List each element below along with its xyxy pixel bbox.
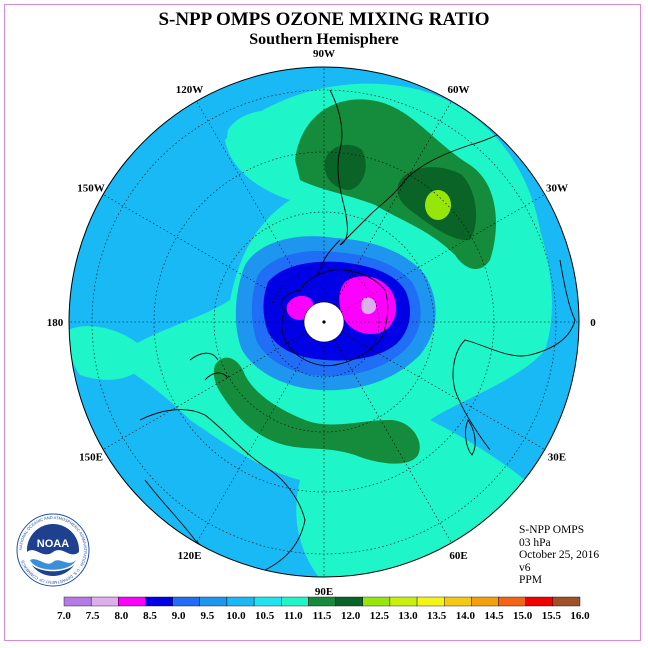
meridian-line: [341, 331, 545, 450]
legend-tick-label: 14.5: [484, 610, 504, 622]
legend-swatch: [199, 596, 228, 607]
logo-text: NOAA: [37, 538, 69, 550]
meridian-line: [341, 194, 545, 313]
info-level: 03 hPa: [519, 536, 551, 549]
meridian-line: [333, 101, 452, 305]
legend-swatch: [172, 596, 200, 607]
longitude-label: 150E: [79, 452, 103, 464]
ozone-field: [69, 67, 579, 577]
legend-swatch: [253, 596, 282, 607]
antarctica-coast: [280, 269, 389, 367]
longitude-label: 120E: [178, 550, 202, 562]
legend-swatch: [145, 596, 173, 607]
band-12-12-5: [425, 190, 451, 220]
chart-title: S-NPP OMPS OZONE MIXING RATIO: [158, 9, 490, 30]
legend-swatch: [362, 596, 391, 607]
meridian-lines: [69, 67, 579, 577]
meridian-line: [196, 101, 315, 305]
legend-swatch: [281, 596, 309, 607]
longitude-label: 90W: [313, 48, 335, 60]
map-boundary: [68, 66, 580, 578]
legend-tick-label: 13.0: [398, 610, 418, 622]
band-11-11-5-south: [213, 357, 420, 464]
info-version: v6: [519, 561, 531, 574]
meridian-line: [333, 339, 452, 543]
latitude-circle-60s: [213, 211, 435, 433]
legend-tick-label: 12.5: [370, 610, 390, 622]
meridian-line: [196, 339, 315, 543]
legend-swatch: [308, 596, 336, 607]
south-america-coast: [329, 89, 521, 246]
legend-tick-label: 10.5: [255, 610, 275, 622]
legend-tick-label: 8.5: [143, 610, 157, 622]
legend-swatch: [525, 596, 554, 607]
legend-swatch: [498, 596, 526, 607]
legend-colorbar: 7.0 7.5 8.0 8.5 9.0 9.5 10.0 10.5 11.0 11.5 12.0 12…: [57, 596, 590, 622]
legend-swatch: [416, 596, 445, 607]
longitude-label: 30E: [548, 452, 566, 464]
longitude-label: 60E: [449, 550, 467, 562]
legend-tick-label: 10.0: [226, 610, 246, 622]
longitude-label: 30W: [546, 183, 568, 195]
noaa-logo: NOAA NATIONAL OCEANIC AND ATMOSPHERIC AD…: [16, 513, 90, 587]
longitude-label: 0: [590, 317, 596, 329]
longitude-label: 60W: [448, 84, 470, 96]
info-date: October 25, 2016: [519, 549, 600, 562]
legend-tick-label: 7.5: [86, 610, 100, 622]
band-7-5-8: [361, 297, 377, 315]
meridian-line: [103, 194, 307, 313]
legend-swatch: [90, 596, 119, 607]
chart-subtitle: Southern Hemisphere: [249, 31, 399, 48]
band-10-5-11-upper: [227, 110, 300, 165]
longitude-label: 120W: [176, 84, 204, 96]
band-10-5-11-left: [69, 326, 150, 380]
legend-tick-label: 16.0: [570, 610, 590, 622]
longitude-labels: 90W 60W 30W 0 30E 60E 90E 120E 150E 180 150W 120W: [47, 48, 597, 598]
legend-swatch: [552, 596, 581, 607]
legend-swatch: [389, 596, 418, 607]
legend-tick-label: 13.5: [427, 610, 447, 622]
africa-coast: [452, 259, 576, 451]
legend-tick-label: 15.5: [542, 610, 562, 622]
legend-swatch: [335, 596, 363, 607]
new-zealand: [189, 352, 229, 381]
legend-swatch: [118, 596, 146, 607]
legend-tick-label: 8.0: [114, 610, 128, 622]
legend-swatch: [471, 596, 499, 607]
latitude-circle-75s: [268, 266, 380, 378]
info-units: PPM: [519, 574, 543, 587]
figure-frame: [4, 4, 641, 641]
legend-tick-label: 12.0: [341, 610, 361, 622]
latitude-circle-45s: [153, 151, 495, 493]
south-pole-point: [322, 320, 326, 324]
legend-tick-label: 11.5: [313, 610, 332, 622]
coastlines: [139, 89, 576, 572]
legend-swatch: [226, 596, 255, 607]
meridian-line: [103, 331, 307, 450]
info-panel: S-NPP OMPS 03 hPa October 25, 2016 v6 PP…: [519, 524, 599, 587]
info-product: S-NPP OMPS: [519, 524, 585, 536]
longitude-label: 180: [47, 317, 64, 329]
legend-tick-label: 9.0: [172, 610, 186, 622]
legend-tick-label: 15.0: [513, 610, 533, 622]
band-11-5-12-a: [324, 144, 366, 190]
legend-tick-label: 11.0: [284, 610, 303, 622]
longitude-label: 150W: [77, 183, 105, 195]
madagascar: [465, 419, 476, 456]
longitude-label: 90E: [315, 586, 333, 598]
legend-tick-label: 7.0: [57, 610, 71, 622]
legend-swatch: [444, 596, 472, 607]
graticule: [69, 67, 579, 577]
legend-tick-label: 9.5: [200, 610, 214, 622]
logo-wave-blue: [30, 559, 76, 570]
legend-tick-label: 14.0: [456, 610, 476, 622]
australia-coast: [139, 409, 306, 572]
antarctic-peninsula: [317, 239, 341, 276]
legend-swatch: [63, 596, 92, 607]
